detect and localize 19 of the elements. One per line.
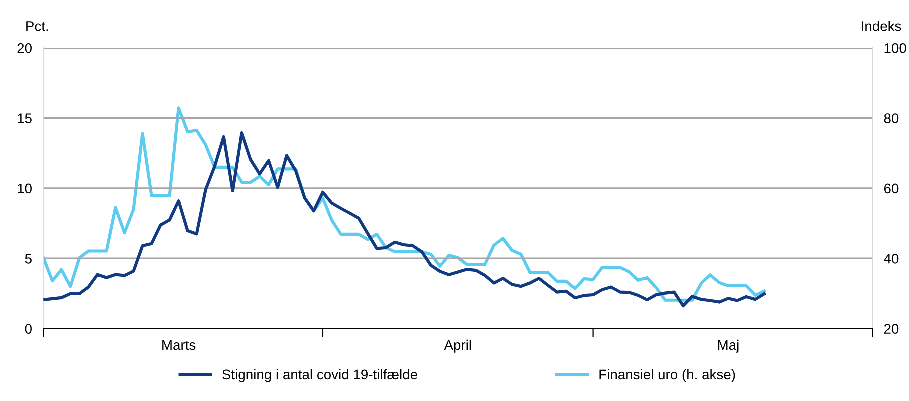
y-tick-label: 15 xyxy=(18,114,32,124)
y-axis-title: Pct. xyxy=(26,22,48,32)
y2-tick-label: 80 xyxy=(884,114,899,124)
y-tick-label: 20 xyxy=(18,43,32,54)
line-series xyxy=(44,106,766,302)
y2-tick-label: 40 xyxy=(884,254,899,264)
y2-tick-label: 100 xyxy=(884,43,906,54)
line-series xyxy=(44,132,766,308)
y-tick-label: 5 xyxy=(25,254,32,264)
x-tick-label: April xyxy=(444,340,472,353)
legend-label: Stigning i antal covid 19-tilfælde xyxy=(222,369,418,382)
y-tick-label: 10 xyxy=(18,184,32,194)
y2-axis-title: Indeks xyxy=(862,21,902,32)
y2-tick-label: 60 xyxy=(884,184,899,194)
x-tick-label: Maj xyxy=(718,340,739,353)
x-tick-label: Marts xyxy=(162,340,196,350)
legend-label: Finansiel uro (h. akse) xyxy=(600,369,736,382)
y2-tick-label: 20 xyxy=(884,324,899,334)
y-tick-label: 0 xyxy=(25,324,32,334)
